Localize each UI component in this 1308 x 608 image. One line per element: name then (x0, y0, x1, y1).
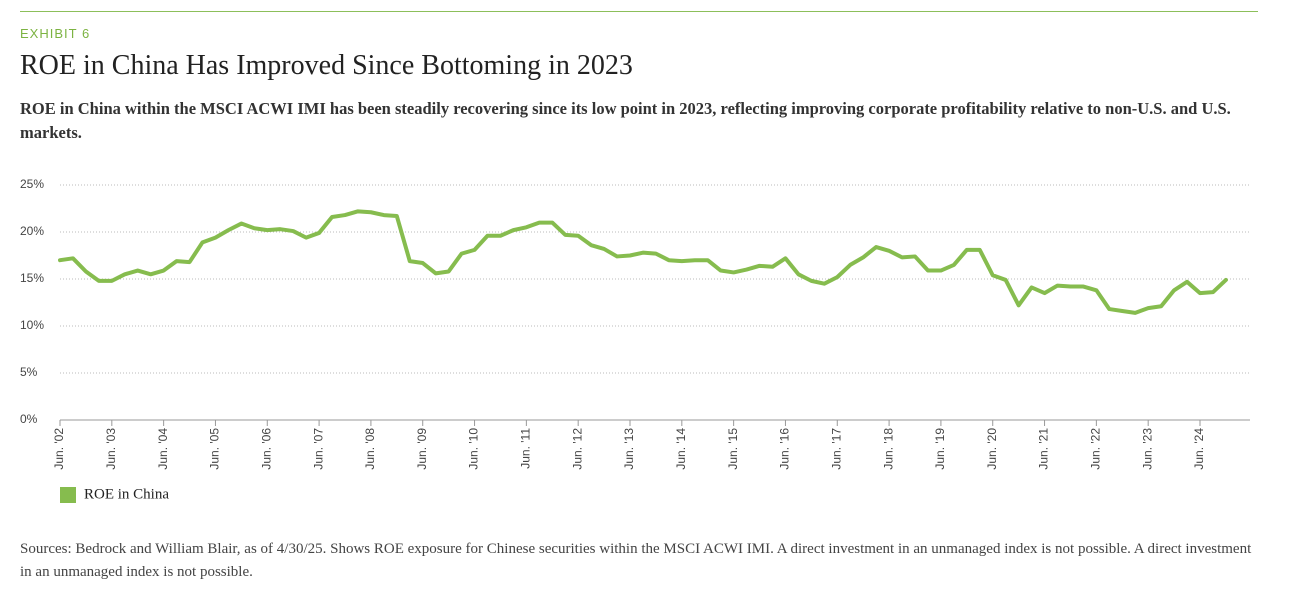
legend-label: ROE in China (84, 486, 169, 502)
x-tick-label: Jun. '05 (208, 428, 222, 470)
x-tick-label: Jun. '12 (570, 428, 584, 470)
top-rule (20, 11, 1258, 12)
x-tick-label: Jun. '20 (985, 428, 999, 470)
chart-subtitle: ROE in China within the MSCI ACWI IMI ha… (20, 99, 1231, 142)
x-tick-label: Jun. '24 (1192, 428, 1206, 470)
x-tick-label: Jun. '15 (726, 428, 740, 470)
line-series (58, 209, 1228, 315)
y-tick-label: 15% (20, 271, 44, 285)
x-tick-label: Jun. '23 (1140, 428, 1154, 470)
x-tick-label: Jun. '17 (829, 428, 843, 470)
x-tick-label: Jun. '11 (519, 428, 533, 469)
x-tick-label: Jun. '06 (259, 428, 273, 470)
y-tick-label: 5% (20, 365, 38, 379)
x-tick-label: Jun. '13 (622, 428, 636, 470)
x-tick-label: Jun. '10 (467, 428, 481, 470)
x-tick-label: Jun. '21 (1037, 428, 1051, 470)
y-tick-label: 0% (20, 412, 38, 426)
chart: 0% 5% 10% 15% 20% 25% Jun. '02 Jun. '03 Jun. '04… (20, 177, 1250, 503)
legend-swatch (60, 487, 76, 503)
chart-title: ROE in China Has Improved Since Bottomin… (20, 50, 633, 81)
source-note: Sources: Bedrock and William Blair, as o… (20, 541, 1252, 580)
x-tick-label: Jun. '07 (311, 428, 325, 470)
y-tick-label: 25% (20, 177, 44, 191)
x-tick-label: Jun. '18 (881, 428, 895, 470)
x-tick-label: Jun. '16 (778, 428, 792, 470)
exhibit-label: EXHIBIT 6 (20, 26, 91, 41)
x-tick-label: Jun. '09 (415, 428, 429, 470)
x-tick-label: Jun. '04 (156, 428, 170, 470)
y-tick-label: 20% (20, 224, 44, 238)
x-tick-label: Jun. '22 (1089, 428, 1103, 470)
x-tick-label: Jun. '19 (933, 428, 947, 470)
x-tick-label: Jun. '02 (52, 428, 66, 470)
x-tick-label: Jun. '14 (674, 428, 688, 470)
x-tick-label: Jun. '03 (104, 428, 118, 470)
y-tick-label: 10% (20, 318, 44, 332)
x-tick-label: Jun. '08 (363, 428, 377, 470)
